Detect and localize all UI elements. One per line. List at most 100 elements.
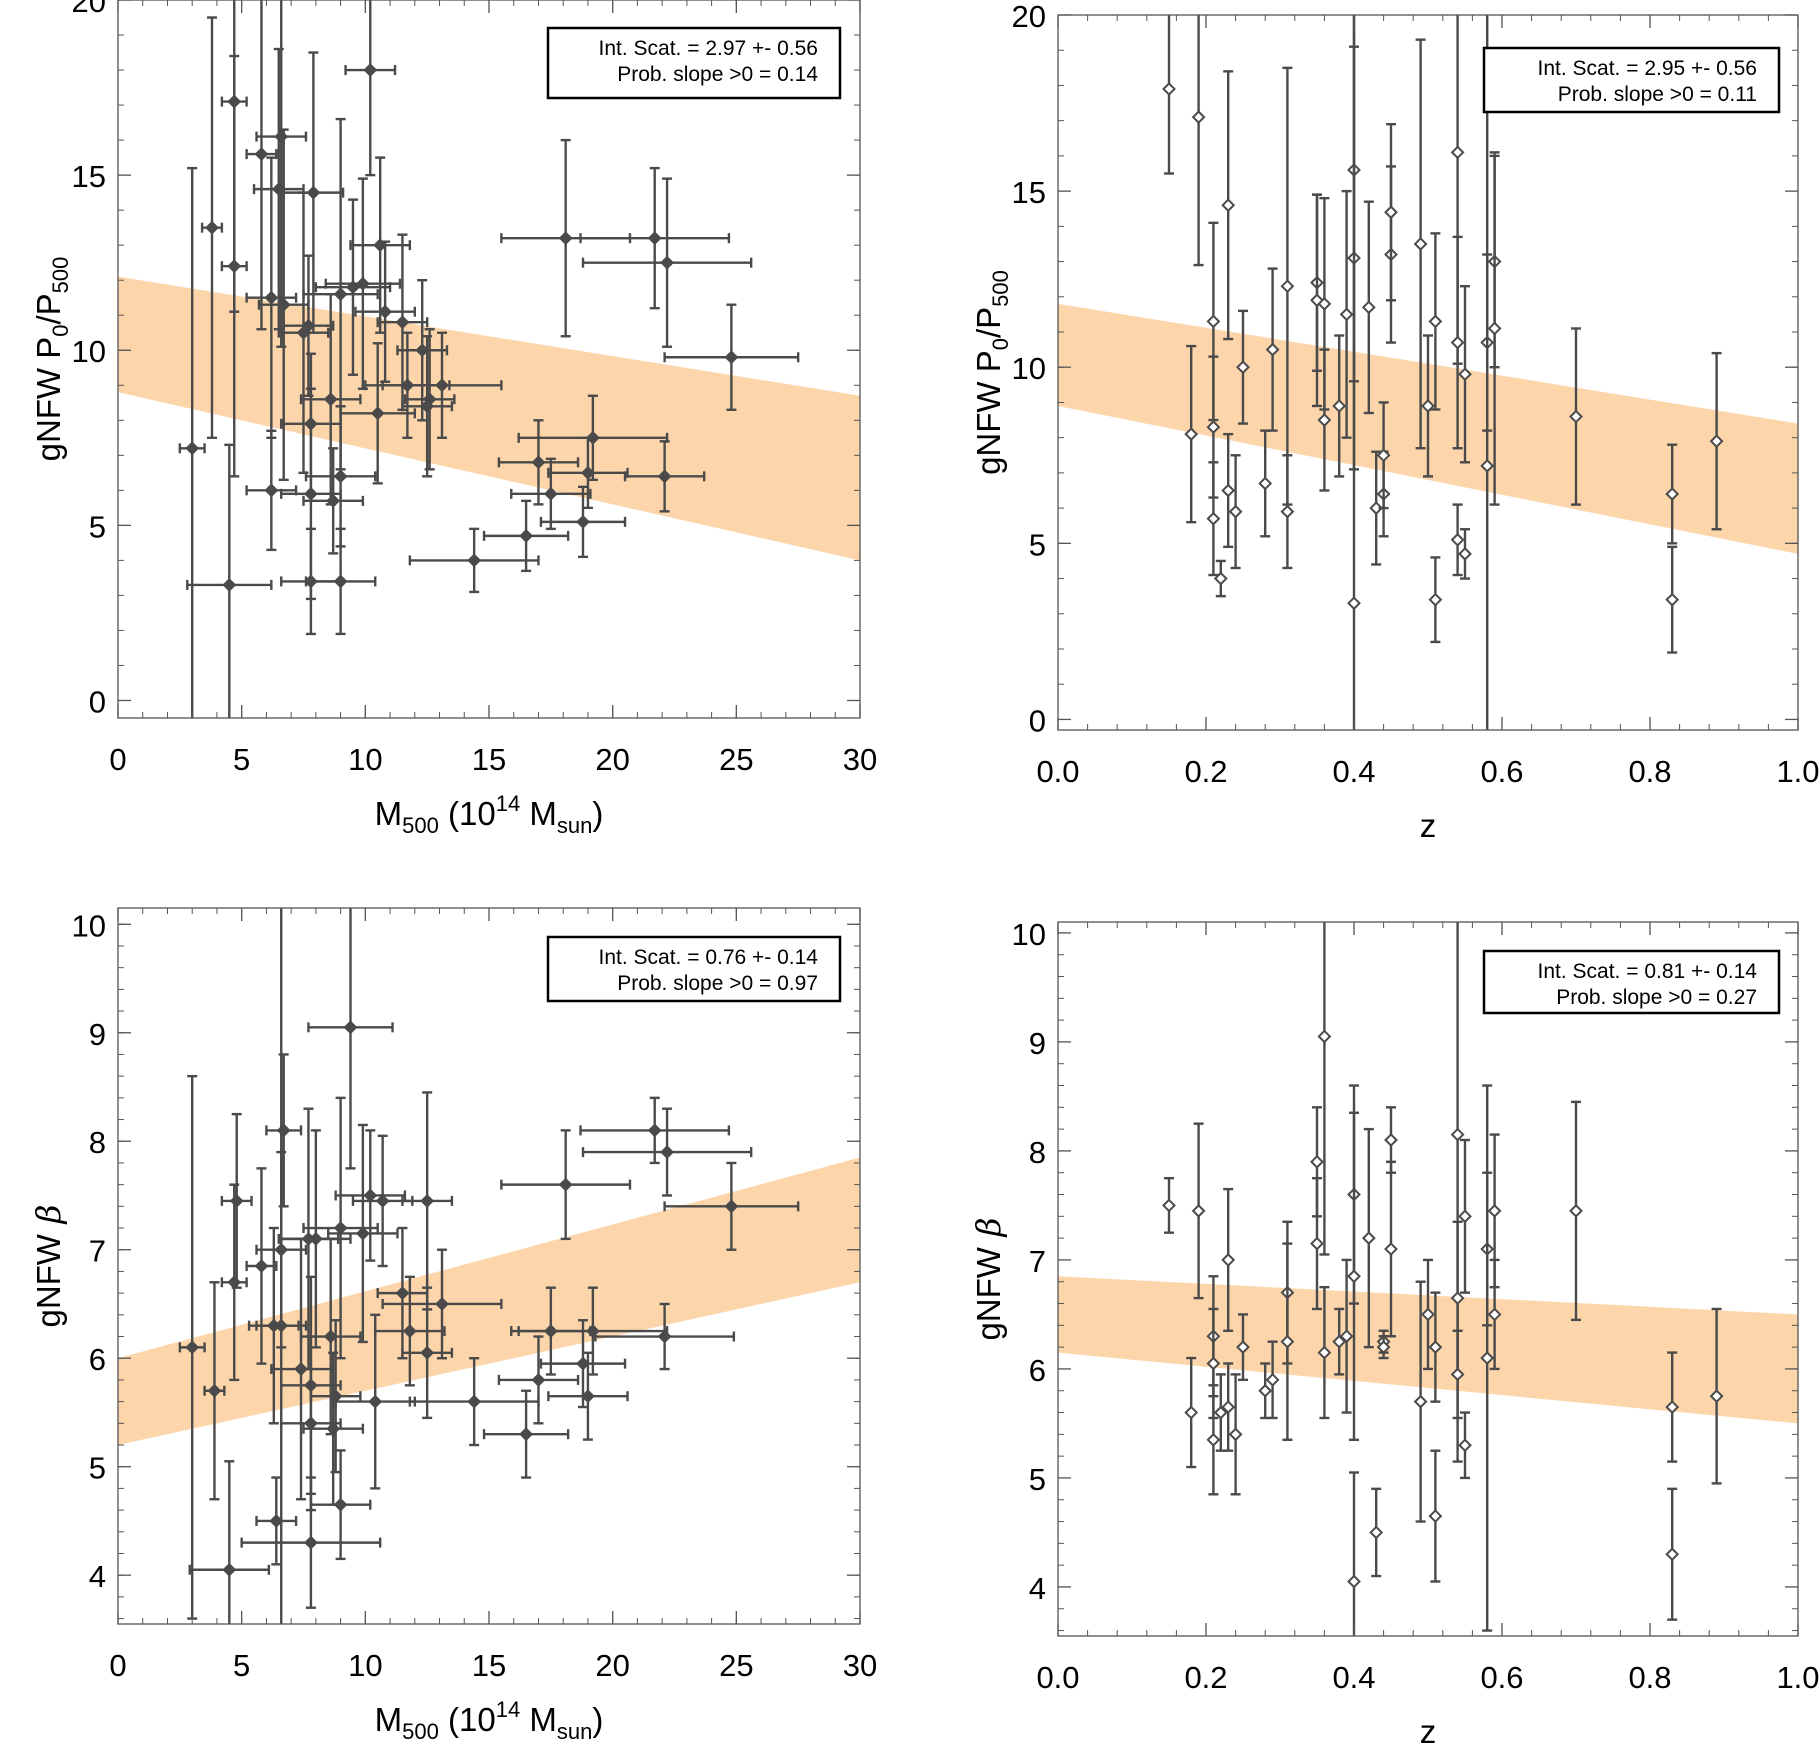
- data-points: [1162, 922, 1724, 1636]
- data-marker: [304, 1416, 318, 1431]
- data-point: [1317, 922, 1332, 1256]
- data-point: [1317, 348, 1332, 492]
- data-point: [282, 51, 345, 334]
- y-tick-label: 20: [72, 0, 106, 19]
- data-point: [188, 1460, 271, 1624]
- data-point: [1384, 122, 1398, 302]
- data-marker: [343, 1020, 358, 1035]
- panel-beta_vs_mass: 0 5 10 15 20 25 30 4 5 6 7 8 9 10 M500 (1014 Msun) gNFW…: [29, 907, 877, 1744]
- data-point: [203, 1281, 226, 1501]
- stats-box: [546, 26, 842, 100]
- data-point: [1369, 1487, 1384, 1578]
- data-point: [1221, 432, 1236, 549]
- data-point: [1206, 1384, 1221, 1496]
- data-point: [344, 0, 397, 177]
- data-marker: [1347, 1269, 1361, 1284]
- data-point: [299, 293, 362, 506]
- y-axis-label: gNFW β: [969, 1217, 1008, 1340]
- data-point: [510, 457, 592, 531]
- data-point: [1569, 327, 1583, 506]
- data-marker: [1221, 1253, 1236, 1267]
- panel-p0_vs_mass: 0 5 10 15 20 25 30 0 5 10 15 20 M500 (1014 Msun) gNFW…: [30, 0, 877, 838]
- data-point: [374, 1275, 446, 1387]
- data-point: [1665, 545, 1680, 654]
- data-point: [255, 0, 308, 348]
- y-axis-label: gNFW P0/P500: [970, 270, 1013, 475]
- data-marker: [1347, 1574, 1361, 1589]
- data-marker: [1206, 511, 1221, 526]
- data-point: [324, 177, 402, 390]
- data-marker: [264, 483, 279, 498]
- data-marker: [1413, 237, 1428, 251]
- data-marker: [185, 1340, 200, 1355]
- data-point: [334, 1313, 416, 1490]
- data-point: [1317, 1285, 1332, 1420]
- data-marker: [1280, 504, 1295, 519]
- data-point: [1709, 1307, 1724, 1485]
- data-marker: [1458, 1209, 1472, 1224]
- data-marker: [1317, 1029, 1332, 1044]
- data-marker: [1361, 300, 1376, 315]
- x-tick-label: 5: [233, 1648, 250, 1683]
- data-marker: [185, 441, 200, 456]
- data-point: [1228, 454, 1243, 570]
- stats-box: [1482, 46, 1781, 114]
- x-tick-label: 0.2: [1184, 1660, 1227, 1695]
- data-marker: [422, 392, 437, 407]
- data-point: [579, 166, 731, 310]
- y-tick-label: 0: [1029, 703, 1046, 738]
- data-marker: [660, 1145, 674, 1160]
- data-marker: [333, 1221, 348, 1235]
- x-axis-label: M500 (1014 Msun): [375, 791, 604, 838]
- panel-beta_vs_z: 0.0 0.2 0.4 0.6 0.8 1.0 4 5 6 7 8 9 10 z gNFW β Int. Sc…: [969, 917, 1820, 1750]
- data-point: [497, 419, 580, 506]
- data-point: [339, 342, 416, 485]
- data-point: [265, 1053, 303, 1208]
- y-tick-label: 6: [89, 1342, 106, 1377]
- x-tick-label: 0.4: [1332, 754, 1375, 789]
- data-point: [1450, 235, 1465, 450]
- data-marker: [1369, 1525, 1384, 1540]
- stats-slope-text: Prob. slope >0 = 0.11: [1558, 83, 1757, 106]
- data-marker: [254, 1259, 269, 1273]
- data-marker: [1665, 1400, 1680, 1414]
- x-tick-label: 15: [472, 1648, 506, 1683]
- data-point: [1480, 1084, 1495, 1632]
- y-tick-label: 10: [72, 334, 106, 369]
- data-marker: [1310, 1154, 1324, 1169]
- data-point: [1361, 1127, 1376, 1349]
- data-marker: [227, 1275, 242, 1290]
- data-marker: [222, 1562, 237, 1577]
- data-point: [304, 527, 377, 636]
- data-marker: [1191, 110, 1206, 125]
- y-tick-label: 7: [89, 1234, 106, 1269]
- data-marker: [724, 1199, 739, 1214]
- data-marker: [1428, 1509, 1443, 1524]
- data-point: [349, 156, 412, 334]
- data-marker: [304, 486, 318, 501]
- data-marker: [531, 1372, 546, 1387]
- y-tick-label: 7: [1029, 1244, 1046, 1279]
- data-point: [1236, 309, 1250, 425]
- y-tick-label: 10: [1012, 917, 1046, 952]
- data-point: [539, 1319, 627, 1409]
- data-marker: [467, 1394, 482, 1409]
- data-point: [517, 394, 669, 482]
- plot-frame: [1057, 14, 1799, 731]
- data-point: [1310, 1176, 1324, 1311]
- data-point: [1428, 1449, 1443, 1583]
- data-point: [1376, 1335, 1391, 1360]
- data-marker: [1480, 1351, 1495, 1365]
- data-point: [1265, 1340, 1280, 1420]
- y-tick-label: 10: [1012, 351, 1046, 386]
- data-marker: [326, 493, 341, 508]
- data-point: [200, 16, 224, 440]
- data-point: [1213, 559, 1228, 598]
- data-point: [408, 527, 540, 594]
- data-marker: [657, 469, 672, 484]
- data-marker: [724, 350, 739, 365]
- data-points: [1162, 15, 1724, 730]
- data-marker: [1421, 1307, 1435, 1322]
- data-marker: [1258, 1383, 1273, 1398]
- x-tick-label: 0: [109, 742, 126, 777]
